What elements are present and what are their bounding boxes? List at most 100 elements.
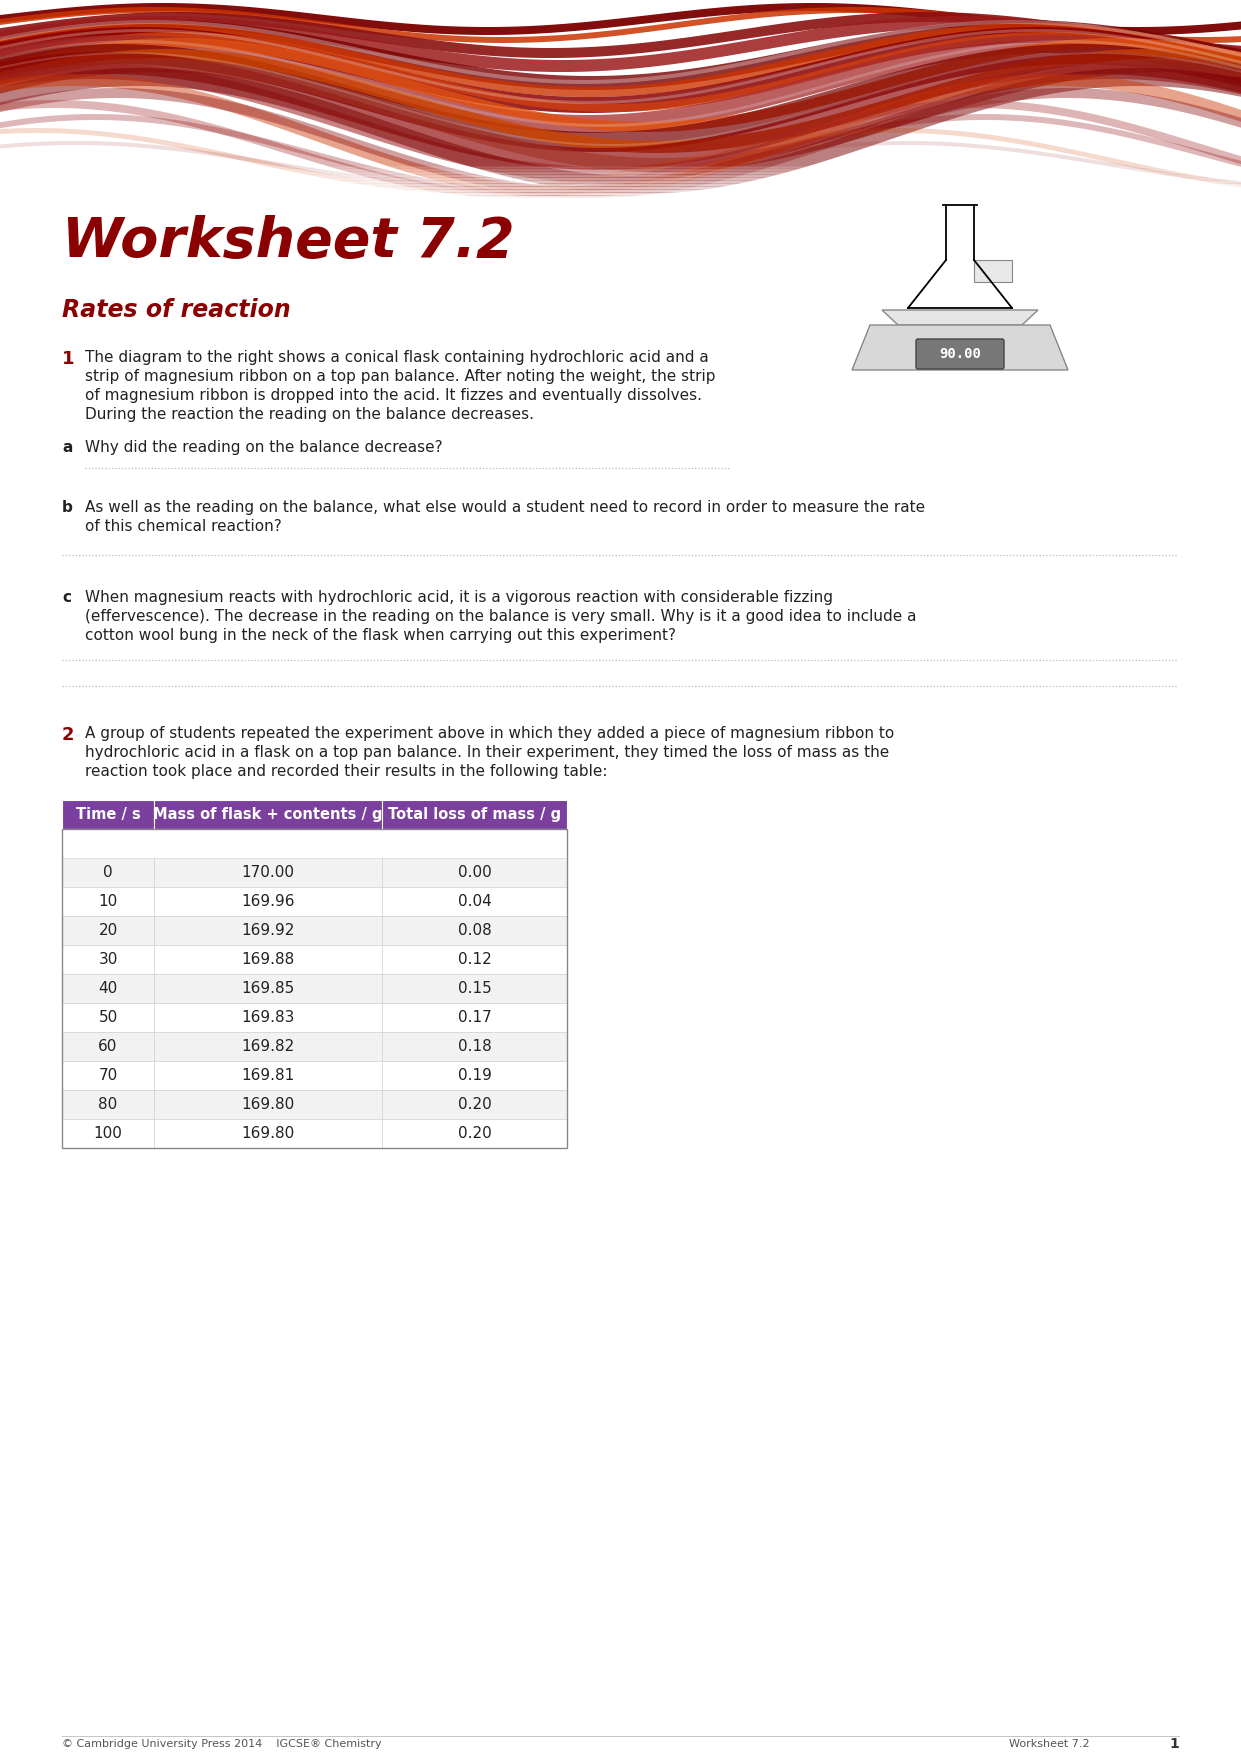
Text: Mass of flask + contents / g: Mass of flask + contents / g (153, 807, 382, 823)
Bar (0, 184, 1241, 188)
Text: Rates of reaction: Rates of reaction (62, 298, 290, 323)
Bar (0, 186, 1241, 189)
Polygon shape (0, 19, 1241, 84)
Bar (154, 1031, 382, 1061)
Bar (0, 172, 1241, 174)
Text: 169.83: 169.83 (241, 1010, 294, 1024)
Text: © Cambridge University Press 2014    IGCSE® Chemistry: © Cambridge University Press 2014 IGCSE®… (62, 1738, 382, 1749)
Text: 0.20: 0.20 (458, 1126, 491, 1142)
Bar (0, 182, 1241, 184)
Bar (382, 1119, 567, 1149)
Bar (382, 1031, 567, 1061)
Bar (154, 1089, 382, 1119)
Text: 169.96: 169.96 (241, 895, 295, 909)
Bar (62, 973, 154, 1003)
Bar (382, 1061, 567, 1089)
Bar (62, 830, 567, 1149)
Polygon shape (0, 68, 1241, 195)
Bar (154, 1003, 382, 1031)
Polygon shape (853, 324, 1069, 370)
Polygon shape (0, 49, 1241, 153)
Bar (154, 858, 382, 888)
Text: 169.85: 169.85 (242, 980, 294, 996)
Text: Total loss of mass / g: Total loss of mass / g (388, 807, 561, 823)
Text: 169.80: 169.80 (242, 1126, 294, 1142)
Text: 0.15: 0.15 (458, 980, 491, 996)
FancyBboxPatch shape (916, 339, 1004, 368)
Polygon shape (0, 140, 1241, 189)
Bar (0, 202, 1241, 203)
Text: 169.80: 169.80 (242, 1096, 294, 1112)
Text: c: c (62, 589, 71, 605)
Polygon shape (0, 35, 1241, 133)
Bar (0, 200, 1241, 202)
Text: 0.18: 0.18 (458, 1038, 491, 1054)
Bar (154, 800, 382, 830)
Text: When magnesium reacts with hydrochloric acid, it is a vigorous reaction with con: When magnesium reacts with hydrochloric … (84, 589, 833, 605)
Text: 1: 1 (1169, 1736, 1179, 1750)
Text: 169.82: 169.82 (242, 1038, 294, 1054)
Bar (0, 181, 1241, 182)
Bar (382, 858, 567, 888)
Text: Time / s: Time / s (76, 807, 140, 823)
Bar (382, 1003, 567, 1031)
Bar (154, 888, 382, 916)
Polygon shape (882, 310, 1037, 324)
Bar (0, 209, 1241, 212)
Text: 0.17: 0.17 (458, 1010, 491, 1024)
Bar (0, 175, 1241, 179)
Bar (0, 193, 1241, 195)
Polygon shape (0, 53, 1241, 146)
Text: 30: 30 (98, 952, 118, 966)
Bar (382, 888, 567, 916)
Text: of this chemical reaction?: of this chemical reaction? (84, 519, 282, 533)
Polygon shape (0, 63, 1241, 182)
Bar (154, 916, 382, 945)
Bar (0, 167, 1241, 170)
Polygon shape (0, 44, 1241, 153)
Text: 169.88: 169.88 (242, 952, 294, 966)
Text: strip of magnesium ribbon on a top pan balance. After noting the weight, the str: strip of magnesium ribbon on a top pan b… (84, 368, 716, 384)
Bar (62, 1061, 154, 1089)
Text: 2: 2 (62, 726, 74, 744)
Polygon shape (0, 4, 1241, 35)
Bar (62, 916, 154, 945)
Text: 169.92: 169.92 (241, 923, 294, 938)
Text: A group of students repeated the experiment above in which they added a piece of: A group of students repeated the experim… (84, 726, 895, 740)
Text: of magnesium ribbon is dropped into the acid. It fizzes and eventually dissolves: of magnesium ribbon is dropped into the … (84, 388, 702, 403)
Text: b: b (62, 500, 73, 516)
Text: 80: 80 (98, 1096, 118, 1112)
Text: 100: 100 (93, 1126, 123, 1142)
Bar (0, 170, 1241, 172)
Bar (974, 260, 1011, 282)
Polygon shape (0, 39, 1241, 132)
Bar (382, 1089, 567, 1119)
Text: 20: 20 (98, 923, 118, 938)
Polygon shape (0, 88, 1241, 198)
Text: 70: 70 (98, 1068, 118, 1082)
Bar (154, 1061, 382, 1089)
Text: 0.00: 0.00 (458, 865, 491, 881)
Bar (0, 168, 1241, 170)
Bar (0, 165, 1241, 168)
Text: The diagram to the right shows a conical flask containing hydrochloric acid and : The diagram to the right shows a conical… (84, 351, 709, 365)
Bar (0, 207, 1241, 210)
Bar (0, 203, 1241, 205)
Bar (0, 174, 1241, 177)
Bar (62, 1031, 154, 1061)
Bar (0, 191, 1241, 193)
Bar (0, 174, 1241, 175)
Bar (0, 188, 1241, 191)
Polygon shape (0, 40, 1241, 126)
Text: a: a (62, 440, 72, 454)
Text: Worksheet 7.2: Worksheet 7.2 (1009, 1738, 1090, 1749)
Text: cotton wool bung in the neck of the flask when carrying out this experiment?: cotton wool bung in the neck of the flas… (84, 628, 676, 644)
Text: 10: 10 (98, 895, 118, 909)
Polygon shape (0, 26, 1241, 112)
Polygon shape (0, 7, 1241, 44)
Polygon shape (0, 30, 1241, 103)
Bar (0, 198, 1241, 202)
Bar (154, 945, 382, 973)
Bar (0, 196, 1241, 200)
Text: 0.19: 0.19 (458, 1068, 491, 1082)
